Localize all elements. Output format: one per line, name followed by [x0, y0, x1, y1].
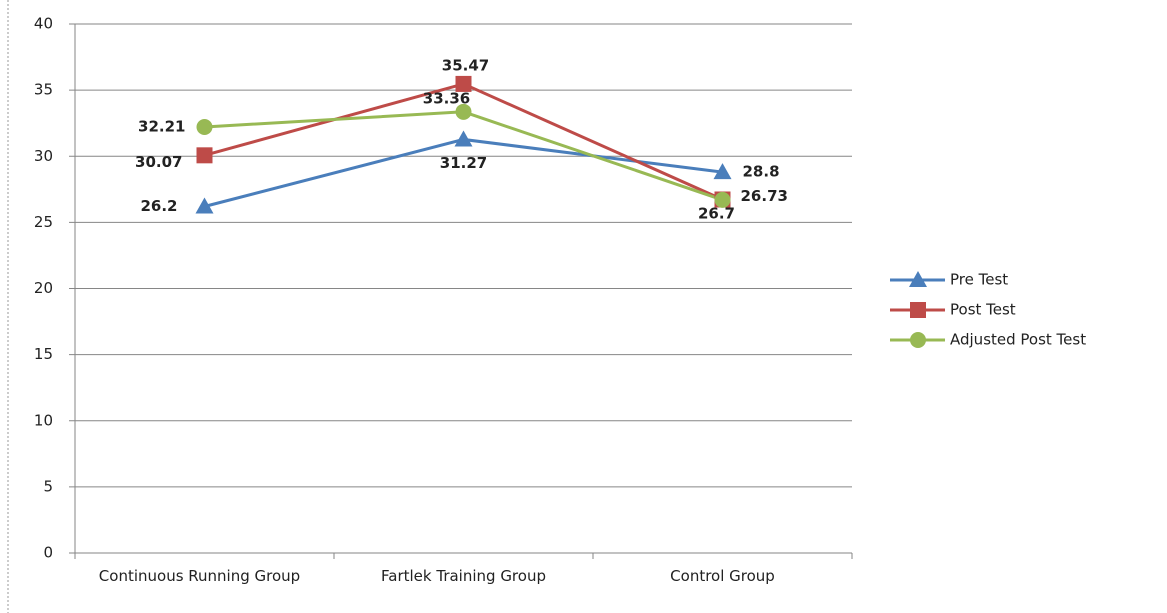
- legend-marker: [910, 302, 926, 318]
- x-tick-label: Continuous Running Group: [98, 567, 301, 585]
- legend-marker: [910, 332, 926, 348]
- point: [714, 191, 731, 208]
- y-tick-label: 15: [34, 345, 53, 363]
- point: [196, 147, 213, 164]
- data-label: 28.8: [743, 163, 780, 181]
- data-label: 35.47: [442, 56, 489, 74]
- legend-label: Adjusted Post Test: [950, 331, 1086, 349]
- legend-label: Post Test: [950, 301, 1016, 319]
- data-label: 26.7: [698, 204, 735, 222]
- data-label: 26.73: [741, 187, 788, 205]
- y-tick-label: 35: [34, 81, 53, 99]
- data-label: 33.36: [423, 89, 470, 107]
- point: [455, 75, 472, 92]
- data-label: 30.07: [135, 153, 182, 171]
- y-tick-label: 40: [34, 15, 53, 33]
- data-label: 26.2: [140, 197, 177, 215]
- x-tick-label: Control Group: [670, 567, 775, 585]
- data-label: 32.21: [138, 118, 185, 136]
- y-tick-label: 25: [34, 213, 53, 231]
- y-tick-label: 10: [34, 411, 53, 429]
- point: [455, 103, 472, 120]
- y-tick-label: 20: [34, 279, 53, 297]
- point: [195, 197, 214, 214]
- point: [713, 163, 732, 180]
- legend-marker: [909, 271, 927, 287]
- point: [454, 130, 473, 147]
- data-label: 31.27: [440, 154, 487, 172]
- point: [196, 119, 213, 136]
- y-tick-label: 0: [43, 544, 53, 562]
- x-tick-label: Fartlek Training Group: [381, 567, 546, 585]
- y-tick-label: 5: [43, 477, 53, 495]
- y-tick-label: 30: [34, 147, 53, 165]
- legend-label: Pre Test: [950, 271, 1008, 289]
